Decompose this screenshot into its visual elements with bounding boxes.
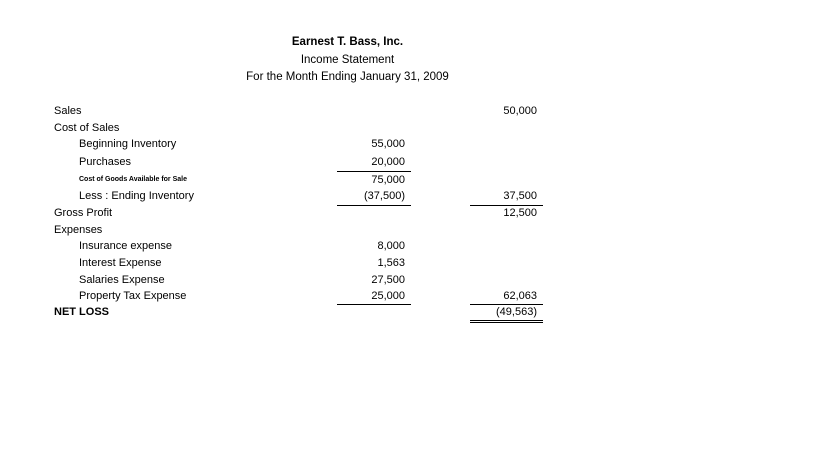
- table-row: Property Tax Expense 25,000 62,063: [0, 288, 819, 304]
- table-row: Gross Profit 12,500: [0, 205, 819, 221]
- row-label: NET LOSS: [54, 306, 110, 318]
- row-amount-detail: 1,563: [377, 257, 405, 269]
- row-label: Interest Expense: [79, 257, 162, 269]
- row-label: Gross Profit: [54, 207, 113, 219]
- subtotal-rule: [470, 205, 543, 206]
- subtotal-rule: [337, 304, 411, 305]
- row-amount-detail: 27,500: [371, 274, 405, 286]
- row-label: Salaries Expense: [79, 274, 165, 286]
- row-amount-total: 12,500: [503, 207, 537, 219]
- row-amount-detail: 8,000: [377, 240, 405, 252]
- company-name: Earnest T. Bass, Inc.: [291, 36, 404, 48]
- table-row: Cost of Sales: [0, 120, 819, 136]
- row-amount-detail: 55,000: [371, 138, 405, 150]
- row-amount-total: 62,063: [503, 290, 537, 302]
- row-amount-detail: 20,000: [371, 156, 405, 168]
- row-label: Cost of Goods Available for Sale: [79, 176, 188, 183]
- table-row: Salaries Expense 27,500: [0, 272, 819, 288]
- row-label: Expenses: [54, 224, 103, 236]
- table-row: Less : Ending Inventory (37,500) 37,500: [0, 188, 819, 204]
- table-row: Cost of Goods Available for Sale 75,000: [0, 172, 819, 188]
- table-row: Purchases 20,000: [0, 154, 819, 170]
- row-amount-detail: (37,500): [364, 190, 405, 202]
- total-double-rule: [470, 320, 543, 323]
- statement-period: For the Month Ending January 31, 2009: [246, 71, 449, 83]
- statement-title: Income Statement: [300, 54, 395, 66]
- row-label: Cost of Sales: [54, 122, 120, 134]
- table-row: Beginning Inventory 55,000: [0, 136, 819, 152]
- row-label: Insurance expense: [79, 240, 172, 252]
- row-amount-detail: 75,000: [371, 174, 405, 186]
- row-amount-total: 50,000: [503, 105, 537, 117]
- row-amount-total: (49,563): [496, 306, 537, 318]
- table-row: Sales 50,000: [0, 103, 819, 119]
- row-label: Purchases: [79, 156, 131, 168]
- table-row: NET LOSS (49,563): [0, 304, 819, 320]
- table-row: Interest Expense 1,563: [0, 255, 819, 271]
- subtotal-rule: [470, 304, 543, 305]
- subtotal-rule: [337, 171, 411, 172]
- table-row: Expenses: [0, 222, 819, 238]
- row-amount-detail: 25,000: [371, 290, 405, 302]
- row-label: Property Tax Expense: [79, 290, 187, 302]
- subtotal-rule: [337, 205, 411, 206]
- row-label: Sales: [54, 105, 82, 117]
- row-label: Beginning Inventory: [79, 138, 177, 150]
- table-row: Insurance expense 8,000: [0, 238, 819, 254]
- row-label: Less : Ending Inventory: [79, 190, 194, 202]
- row-amount-total: 37,500: [503, 190, 537, 202]
